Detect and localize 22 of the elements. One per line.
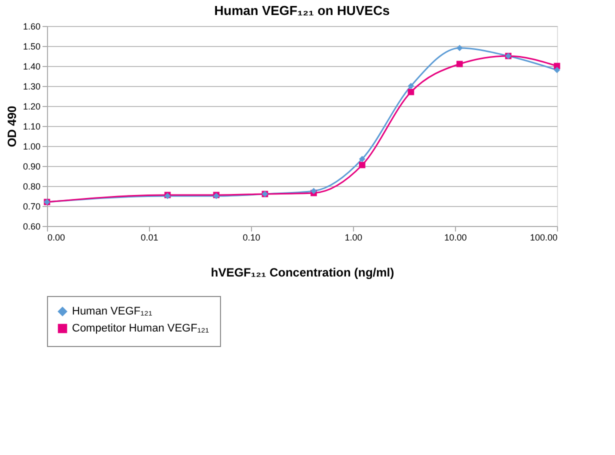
x-tick-label: 0.10 (242, 232, 260, 242)
y-tick-label: 0.90 (22, 162, 40, 172)
chart-title: Human VEGF₁₂₁ on HUVECs (214, 3, 390, 18)
y-axis-title: OD 490 (4, 106, 19, 148)
y-tick-label: 1.00 (22, 142, 40, 152)
x-axis-title: hVEGF₁₂₁ Concentration (ng/ml) (210, 266, 394, 280)
x-tick-label: 0.00 (48, 232, 66, 242)
y-tick-label: 1.50 (22, 42, 40, 52)
legend-label: Competitor Human VEGF₁₂₁ (72, 322, 210, 334)
y-tick-label: 1.10 (22, 122, 40, 132)
y-tick-label: 0.60 (22, 222, 40, 232)
y-tick-label: 1.40 (22, 62, 40, 72)
x-tick-label: 10.00 (444, 232, 467, 242)
legend-label: Human VEGF₁₂₁ (72, 306, 152, 318)
y-tick-label: 1.30 (22, 82, 40, 92)
y-tick-label: 1.60 (22, 22, 40, 32)
y-tick-label: 0.80 (22, 182, 40, 192)
y-tick-label: 0.70 (22, 202, 40, 212)
y-tick-label: 1.20 (22, 102, 40, 112)
x-tick-label: 0.01 (140, 232, 158, 242)
x-tick-label: 1.00 (344, 232, 362, 242)
x-tick-label: 100.00 (530, 232, 558, 242)
